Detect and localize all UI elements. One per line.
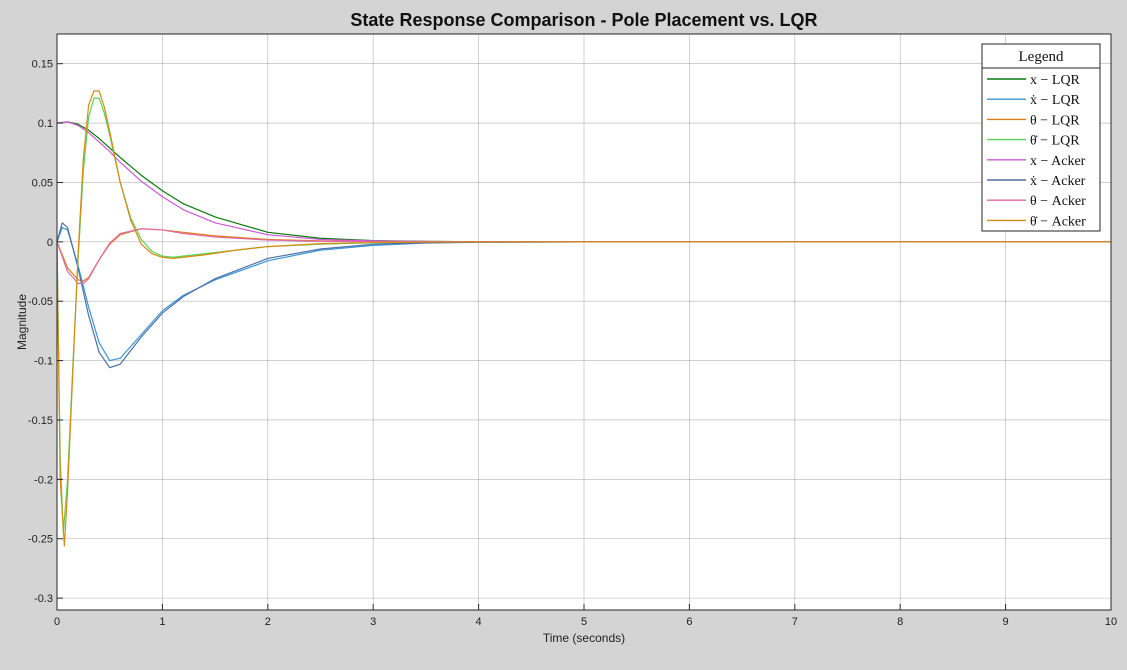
x-tick-label: 3 bbox=[370, 616, 376, 628]
x-tick-label: 0 bbox=[54, 616, 60, 628]
series-line-6 bbox=[56, 222, 1111, 369]
series-layer bbox=[56, 90, 1111, 547]
legend-title: Legend bbox=[1019, 49, 1064, 65]
x-tick-label: 4 bbox=[476, 616, 482, 628]
chart-title: State Response Comparison - Pole Placeme… bbox=[350, 10, 817, 30]
y-tick-label: -0.3 bbox=[34, 593, 53, 605]
legend-entry-label: θ̇ − LQR bbox=[1030, 134, 1080, 149]
y-tick-label: 0.1 bbox=[38, 118, 53, 130]
legend-entry-label: ẋ − LQR bbox=[1030, 93, 1081, 108]
y-tick-label: -0.05 bbox=[28, 296, 53, 308]
series-line-8 bbox=[56, 90, 1111, 547]
x-tick-label: 10 bbox=[1105, 616, 1117, 628]
legend-entry-label: θ̇ − Acker bbox=[1030, 214, 1086, 229]
x-tick-label: 2 bbox=[265, 616, 271, 628]
legend-entries: x − LQR ẋ − LQR θ − LQR θ̇ − LQR x − Acker ẋ … bbox=[987, 73, 1086, 229]
legend-entry-label: θ − LQR bbox=[1030, 113, 1080, 128]
x-tick-label: 8 bbox=[897, 616, 903, 628]
legend-entry-label: θ − Acker bbox=[1030, 194, 1086, 209]
legend-entry-label: x − Acker bbox=[1030, 154, 1086, 169]
x-tick-label: 6 bbox=[686, 616, 692, 628]
legend-entry-label: ẋ − Acker bbox=[1030, 174, 1086, 189]
y-tick-label: -0.25 bbox=[28, 534, 53, 546]
y-tick-label: 0 bbox=[47, 237, 53, 249]
x-tick-label: 5 bbox=[581, 616, 587, 628]
x-axis-ticks: 0 1 2 3 4 5 6 7 8 9 10 bbox=[54, 604, 1117, 628]
y-tick-label: 0.05 bbox=[32, 177, 53, 189]
grid-lines bbox=[56, 34, 1112, 610]
legend-entry-label: x − LQR bbox=[1030, 73, 1081, 88]
y-tick-label: -0.15 bbox=[28, 415, 53, 427]
x-tick-label: 1 bbox=[159, 616, 165, 628]
series-line-7 bbox=[56, 228, 1111, 284]
y-tick-label: -0.1 bbox=[34, 356, 53, 368]
y-tick-label: 0.15 bbox=[32, 59, 53, 71]
x-axis-label: Time (seconds) bbox=[543, 631, 625, 645]
x-tick-label: 9 bbox=[1003, 616, 1009, 628]
x-tick-label: 7 bbox=[792, 616, 798, 628]
y-axis-label: Magnitude bbox=[15, 294, 29, 350]
y-tick-label: -0.2 bbox=[34, 474, 53, 486]
plot-area bbox=[57, 34, 1111, 610]
y-axis-ticks: 0.15 0.1 0.05 0 -0.05 -0.1 -0.15 -0.2 -0.25 -0.3 bbox=[28, 59, 63, 605]
